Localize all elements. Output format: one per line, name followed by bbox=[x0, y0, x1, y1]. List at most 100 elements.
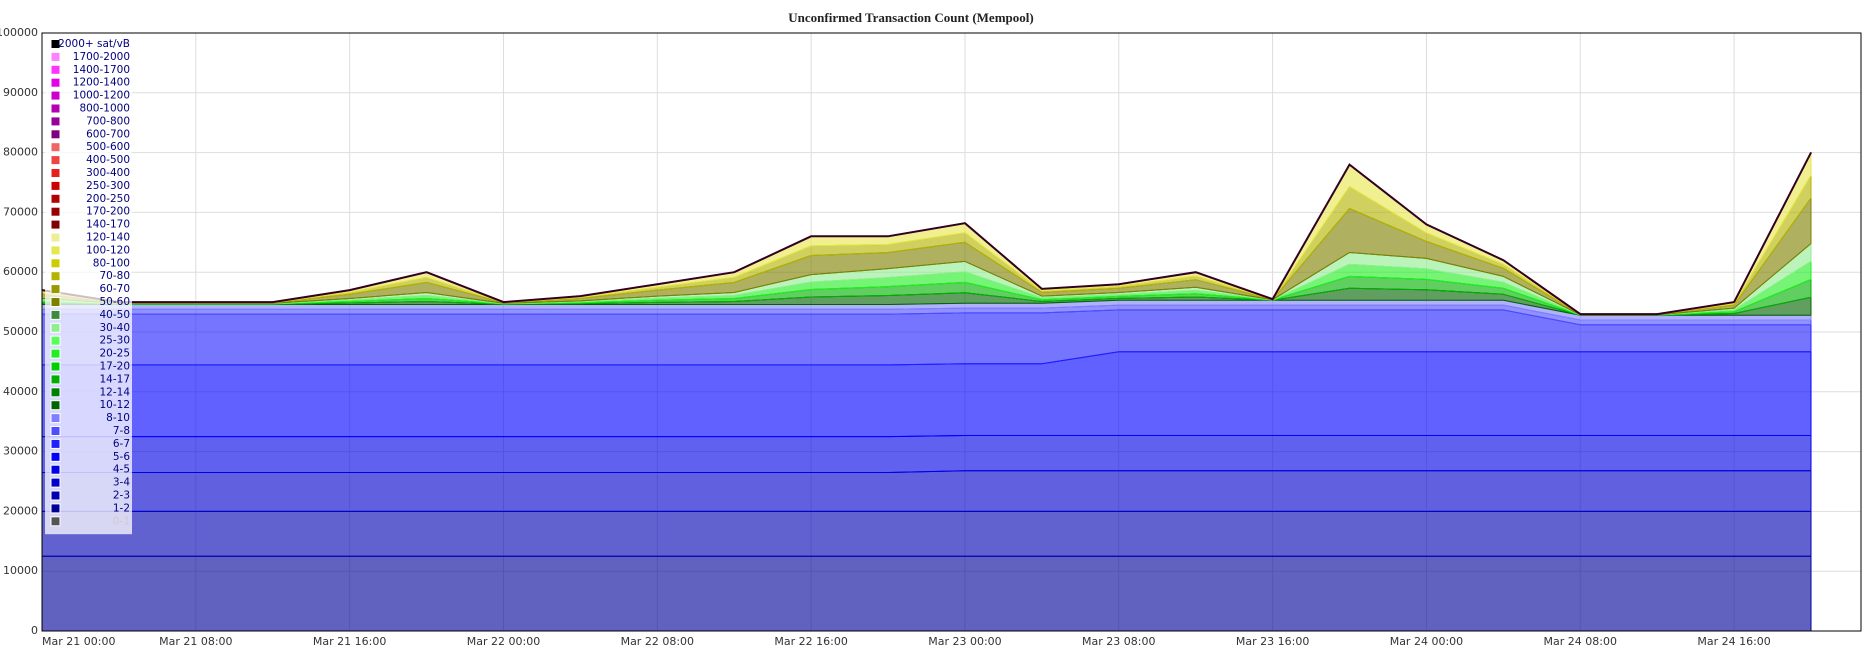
legend-swatch bbox=[50, 477, 61, 488]
y-tick-label: 80000 bbox=[3, 146, 38, 159]
legend-label: 300-400 bbox=[86, 167, 130, 179]
legend-label: 250-300 bbox=[86, 180, 130, 192]
total-outline bbox=[41, 152, 1812, 316]
legend-label: 120-140 bbox=[86, 232, 130, 244]
legend-label: 140-170 bbox=[86, 219, 130, 231]
x-tick-label: Mar 21 08:00 bbox=[159, 635, 232, 648]
legend-swatch bbox=[50, 39, 61, 49]
legend-swatch bbox=[50, 64, 61, 75]
chart-title: Unconfirmed Transaction Count (Mempool) bbox=[788, 10, 1033, 25]
legend-label: 10-12 bbox=[99, 399, 130, 411]
legend-label: 30-40 bbox=[99, 322, 130, 334]
x-tick-label: Mar 24 00:00 bbox=[1390, 635, 1463, 648]
legend-swatch bbox=[50, 116, 61, 127]
area bbox=[41, 555, 1812, 632]
legend-label: 200-250 bbox=[86, 193, 130, 205]
legend-label: 4-5 bbox=[113, 464, 130, 476]
legend-swatch bbox=[50, 155, 61, 166]
legend-swatch bbox=[50, 503, 61, 514]
legend-label: 600-700 bbox=[86, 128, 130, 140]
legend-label: 80-100 bbox=[93, 257, 130, 269]
legend-swatch bbox=[50, 193, 61, 204]
legend-swatch bbox=[50, 245, 61, 256]
legend-label: 6-7 bbox=[113, 438, 130, 450]
x-tick-label: Mar 22 16:00 bbox=[774, 635, 847, 648]
legend-label: 0-1 bbox=[113, 515, 130, 527]
legend-swatch bbox=[50, 129, 61, 140]
legend-label: 60-70 bbox=[99, 283, 130, 295]
legend-label: 17-20 bbox=[99, 361, 130, 373]
legend-label: 1-2 bbox=[113, 502, 130, 514]
legend-swatch bbox=[50, 451, 61, 462]
y-tick-label: 20000 bbox=[3, 504, 38, 517]
legend-swatch bbox=[50, 258, 61, 269]
area bbox=[41, 470, 1812, 512]
legend-swatch bbox=[50, 400, 61, 411]
x-tick-label: Mar 23 08:00 bbox=[1082, 635, 1155, 648]
legend-label: 100-120 bbox=[86, 244, 130, 256]
y-tick-label: 0 bbox=[31, 624, 38, 637]
x-tick-label: Mar 24 16:00 bbox=[1697, 635, 1770, 648]
legend-swatch bbox=[50, 219, 61, 230]
legend-swatch bbox=[50, 51, 61, 62]
y-tick-label: 50000 bbox=[3, 325, 38, 338]
legend-label: 800-1000 bbox=[79, 103, 130, 115]
legend-swatch bbox=[50, 103, 61, 114]
legend-swatch bbox=[50, 413, 61, 424]
legend-label: 2-3 bbox=[113, 490, 130, 502]
legend-label: 5-6 bbox=[113, 451, 130, 463]
x-tick-label: Mar 23 00:00 bbox=[928, 635, 1001, 648]
legend-swatch bbox=[50, 180, 61, 191]
legend-label: 1700-2000 bbox=[73, 51, 130, 63]
legend-label: 70-80 bbox=[99, 270, 130, 282]
x-tick-label: Mar 21 00:00 bbox=[42, 635, 115, 648]
x-tick-label: Mar 23 16:00 bbox=[1236, 635, 1309, 648]
legend-swatch bbox=[50, 361, 61, 372]
legend-label: 20-25 bbox=[99, 348, 130, 360]
legend-swatch bbox=[50, 271, 61, 282]
area bbox=[41, 435, 1812, 473]
x-tick-label: Mar 21 16:00 bbox=[313, 635, 386, 648]
legend-label: 1400-1700 bbox=[73, 64, 130, 76]
legend-label: 25-30 bbox=[99, 335, 130, 347]
legend-label: 50-60 bbox=[99, 296, 130, 308]
legend-label: 2000+ sat/vB bbox=[58, 38, 130, 50]
legend-swatch bbox=[50, 297, 61, 307]
legend-swatch bbox=[50, 335, 61, 346]
legend-swatch bbox=[50, 309, 61, 320]
legend-label: 40-50 bbox=[99, 309, 130, 321]
x-tick-label: Mar 22 00:00 bbox=[467, 635, 540, 648]
y-tick-label: 30000 bbox=[3, 445, 38, 458]
legend-swatch bbox=[50, 348, 61, 359]
legend-label: 500-600 bbox=[86, 141, 130, 153]
legend-swatch bbox=[50, 490, 61, 501]
legend-label: 700-800 bbox=[86, 115, 130, 127]
legend-label: 170-200 bbox=[86, 206, 130, 218]
y-tick-label: 60000 bbox=[3, 265, 38, 278]
legend-swatch bbox=[50, 464, 61, 475]
legend-swatch bbox=[50, 516, 61, 527]
legend-swatch bbox=[50, 387, 61, 398]
legend-label: 7-8 bbox=[113, 425, 130, 437]
legend-swatch bbox=[50, 322, 61, 333]
legend-swatch bbox=[50, 374, 61, 385]
legend-swatch bbox=[50, 77, 61, 88]
x-tick-label: Mar 24 08:00 bbox=[1544, 635, 1617, 648]
y-tick-label: 100000 bbox=[0, 26, 38, 39]
legend-swatch bbox=[50, 168, 61, 178]
legend-label: 3-4 bbox=[113, 477, 130, 489]
y-tick-label: 70000 bbox=[3, 205, 38, 218]
legend-label: 8-10 bbox=[106, 412, 130, 424]
plot-frame bbox=[41, 32, 1862, 632]
legend-label: 14-17 bbox=[99, 373, 130, 385]
legend-swatch bbox=[50, 284, 61, 295]
areas bbox=[41, 152, 1812, 632]
legend-label: 1200-1400 bbox=[73, 77, 130, 89]
legend-label: 1000-1200 bbox=[73, 90, 130, 102]
y-tick-label: 10000 bbox=[3, 564, 38, 577]
y-tick-label: 40000 bbox=[3, 385, 38, 398]
legend-swatch bbox=[50, 232, 61, 243]
y-tick-label: 90000 bbox=[3, 86, 38, 99]
